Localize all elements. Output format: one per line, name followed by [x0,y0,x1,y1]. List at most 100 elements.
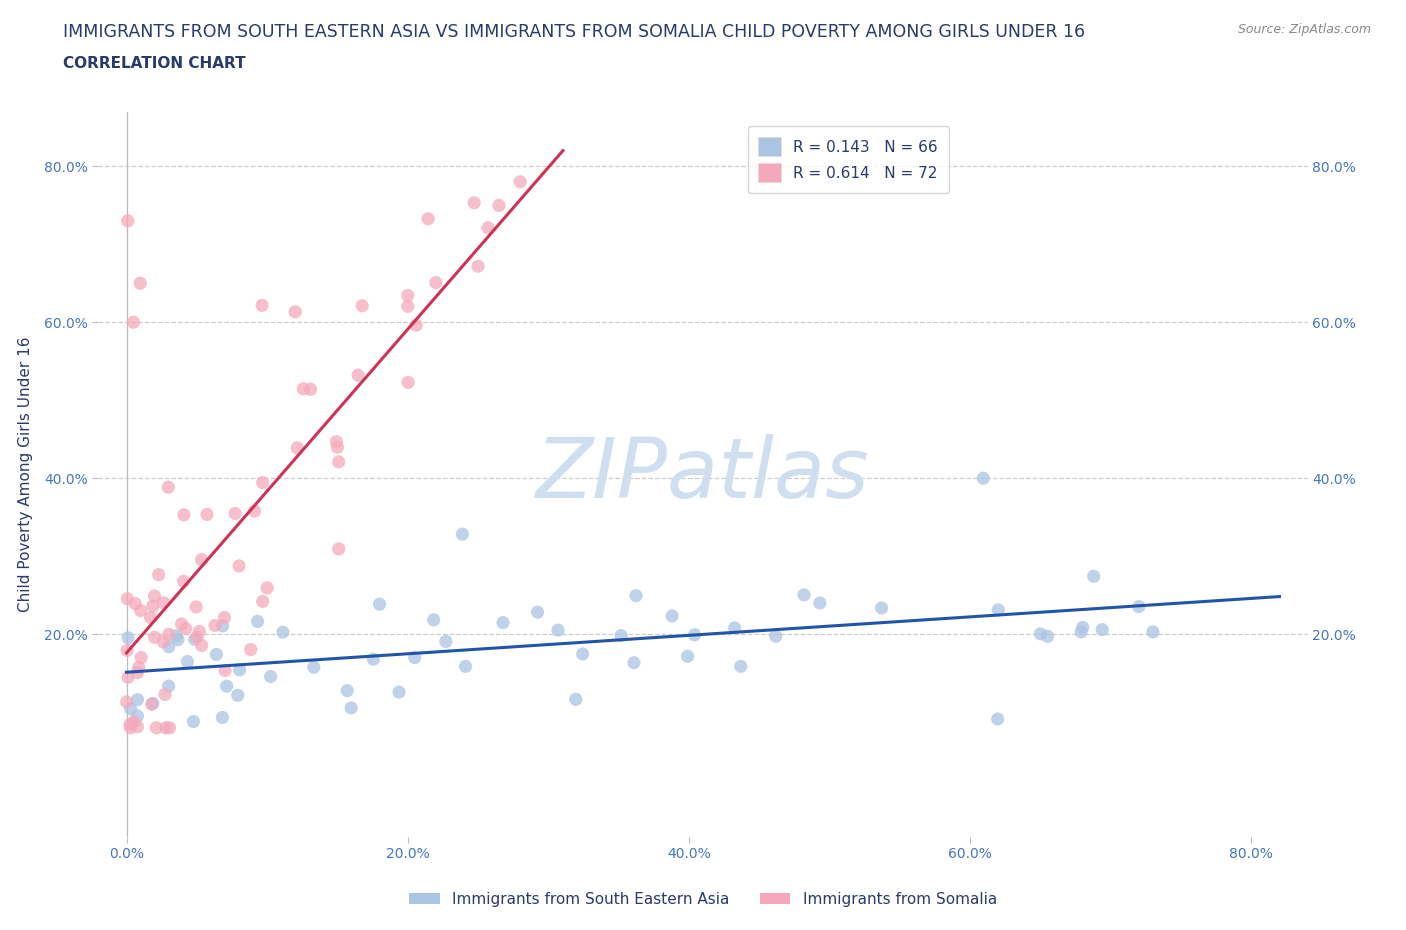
Point [211,710,233,724]
Point [228,558,250,573]
Point [167,632,190,647]
Point [243,504,266,519]
Point [145,721,167,736]
Point [176,654,198,669]
Point [129,603,152,618]
Point [1029,627,1052,642]
Point [128,660,150,675]
Legend: R = 0.143   N = 66, R = 0.614   N = 72: R = 0.143 N = 66, R = 0.614 N = 72 [748,126,949,193]
Point [250,298,273,312]
Point [565,692,588,707]
Point [987,711,1010,726]
Point [127,692,149,707]
Point [405,318,427,333]
Point [117,631,139,645]
Point [148,567,170,582]
Point [183,632,205,647]
Point [127,720,149,735]
Point [285,441,308,456]
Point [117,213,139,228]
Point [139,610,162,625]
Point [143,589,166,604]
Text: IMMIGRANTS FROM SOUTH EASTERN ASIA VS IMMIGRANTS FROM SOMALIA CHILD POVERTY AMON: IMMIGRANTS FROM SOUTH EASTERN ASIA VS IM… [63,23,1085,41]
Point [676,649,699,664]
Point [215,679,238,694]
Point [205,647,228,662]
Point [117,591,139,606]
Point [987,603,1010,618]
Point [661,608,683,623]
Point [363,652,385,667]
Point [259,669,281,684]
Point [127,665,149,680]
Point [870,601,893,616]
Point [571,646,593,661]
Point [302,659,325,674]
Point [252,594,274,609]
Point [120,721,142,736]
Point [256,580,278,595]
Point [129,650,152,665]
Point [396,288,419,303]
Point [173,508,195,523]
Point [340,700,363,715]
Point [120,701,142,716]
Point [184,600,207,615]
Point [246,614,269,629]
Point [347,367,370,382]
Legend: Immigrants from South Eastern Asia, Immigrants from Somalia: Immigrants from South Eastern Asia, Immi… [404,886,1002,913]
Point [142,696,165,711]
Point [174,621,197,636]
Point [547,623,569,638]
Point [1091,622,1114,637]
Point [157,627,180,642]
Point [1083,569,1105,584]
Point [730,658,752,673]
Point [271,625,294,640]
Point [117,670,139,684]
Point [624,589,647,604]
Point [724,620,747,635]
Point [477,220,499,235]
Point [157,639,180,654]
Point [228,662,250,677]
Point [118,717,141,732]
Point [204,618,226,633]
Point [368,597,391,612]
Point [226,688,249,703]
Point [284,304,307,319]
Point [183,714,205,729]
Point [451,526,474,541]
Point [1128,599,1150,614]
Point [173,574,195,589]
Point [793,588,815,603]
Point [115,643,138,658]
Point [141,697,163,711]
Point [211,618,233,633]
Text: Source: ZipAtlas.com: Source: ZipAtlas.com [1237,23,1371,36]
Point [765,629,787,644]
Point [509,174,531,189]
Point [425,275,447,290]
Point [124,596,146,611]
Point [122,714,145,729]
Point [190,638,212,653]
Point [1070,624,1092,639]
Point [422,612,444,627]
Point [129,276,152,291]
Point [396,299,419,313]
Point [434,634,457,649]
Point [159,721,181,736]
Point [328,541,350,556]
Point [143,630,166,644]
Text: ZIPatlas: ZIPatlas [536,433,870,515]
Point [239,642,262,657]
Point [1071,620,1094,635]
Point [157,480,180,495]
Point [404,650,426,665]
Text: CORRELATION CHART: CORRELATION CHART [63,56,246,71]
Point [328,455,350,470]
Point [454,659,477,674]
Point [326,440,349,455]
Point [214,663,236,678]
